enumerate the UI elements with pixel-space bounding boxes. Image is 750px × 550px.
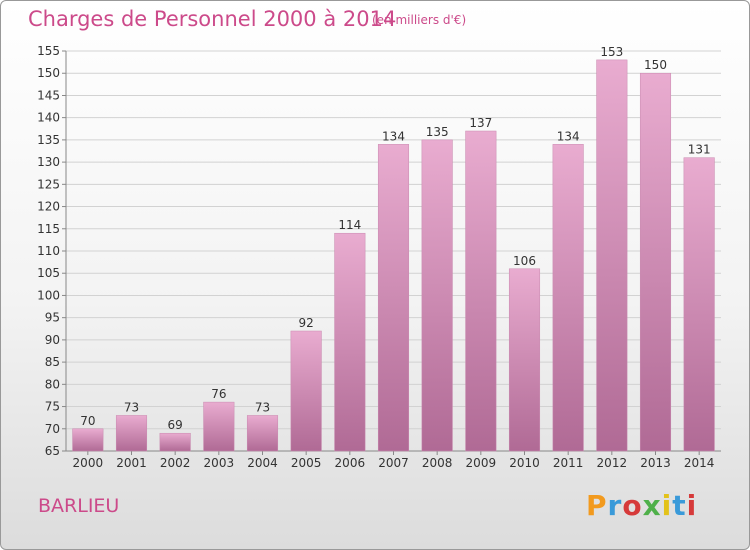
- y-tick-label: 125: [37, 177, 60, 191]
- value-label-2009: 137: [469, 116, 492, 130]
- value-label-2000: 70: [80, 414, 95, 428]
- value-label-2006: 114: [338, 218, 361, 232]
- y-tick-label: 100: [37, 288, 60, 302]
- x-tick-label-2014: 2014: [684, 456, 715, 470]
- value-label-2003: 76: [211, 387, 226, 401]
- x-tick-label-2002: 2002: [160, 456, 191, 470]
- logo-letter: r: [607, 489, 623, 522]
- y-tick-label: 90: [45, 333, 60, 347]
- value-label-2012: 153: [600, 45, 623, 59]
- bar-2011: [552, 144, 584, 452]
- logo-letter: t: [672, 489, 687, 522]
- chart-subtitle: (en milliers d'€): [372, 13, 467, 27]
- y-tick-label: 155: [37, 44, 60, 58]
- labels: 65 70 75 80 85 90 95 100 105 110 115 120 125 130 135 14…: [37, 44, 714, 470]
- x-tick-label-2010: 2010: [509, 456, 540, 470]
- y-tick-label: 140: [37, 111, 60, 125]
- value-label-2005: 92: [299, 316, 314, 330]
- x-tick-label-2001: 2001: [116, 456, 147, 470]
- x-tick-label-2006: 2006: [335, 456, 366, 470]
- logo-letter: i: [661, 489, 673, 522]
- y-tick-label: 95: [45, 311, 60, 325]
- value-label-2007: 134: [382, 129, 405, 143]
- proxiti-logo: Proxiti: [586, 489, 697, 522]
- y-tick-label: 65: [45, 444, 60, 458]
- y-tick-label: 130: [37, 155, 60, 169]
- logo-letter: P: [586, 489, 608, 522]
- bar-2002: [159, 432, 191, 452]
- y-tick-label: 70: [45, 422, 60, 436]
- x-tick-label-2009: 2009: [466, 456, 497, 470]
- bar-2003: [203, 401, 235, 452]
- y-tick-label: 145: [37, 88, 60, 102]
- x-tick-label-2005: 2005: [291, 456, 322, 470]
- x-tick-label-2012: 2012: [597, 456, 628, 470]
- chart-title: Charges de Personnel 2000 à 2014: [28, 7, 397, 31]
- x-tick-label-2004: 2004: [247, 456, 278, 470]
- value-label-2011: 134: [557, 129, 580, 143]
- bar-2008: [421, 139, 453, 452]
- y-tick-label: 80: [45, 377, 60, 391]
- y-tick-label: 120: [37, 200, 60, 214]
- bar-2006: [334, 232, 366, 452]
- bar-2010: [508, 268, 541, 452]
- value-label-2002: 69: [168, 418, 183, 432]
- y-tick-label: 85: [45, 355, 60, 369]
- x-tick-label-2011: 2011: [553, 456, 584, 470]
- logo-letter: i: [686, 489, 698, 522]
- value-label-2001: 73: [124, 400, 139, 414]
- y-tick-label: 135: [37, 133, 60, 147]
- logo-letter: x: [642, 489, 662, 522]
- bar-2001: [115, 415, 148, 452]
- bars: [72, 59, 715, 452]
- bar-2004: [246, 415, 279, 452]
- bar-2014: [683, 157, 715, 452]
- y-tick-label: 110: [37, 244, 60, 258]
- logo-letter: o: [622, 489, 643, 522]
- y-tick-label: 115: [37, 222, 60, 236]
- value-label-2013: 150: [644, 58, 667, 72]
- bar-2000: [72, 428, 104, 452]
- value-label-2004: 73: [255, 400, 270, 414]
- y-tick-label: 75: [45, 400, 60, 414]
- y-tick-label: 105: [37, 266, 60, 280]
- value-label-2010: 106: [513, 254, 536, 268]
- y-tick-label: 150: [37, 66, 60, 80]
- bar-2009: [465, 130, 497, 452]
- bar-2007: [377, 144, 410, 452]
- x-tick-label-2008: 2008: [422, 456, 453, 470]
- bar-2005: [290, 330, 322, 452]
- commune-name: BARLIEU: [38, 495, 120, 517]
- x-tick-label-2013: 2013: [640, 456, 671, 470]
- x-tick-label-2007: 2007: [378, 456, 409, 470]
- x-tick-label-2003: 2003: [204, 456, 235, 470]
- bar-2012: [596, 59, 628, 452]
- value-label-2008: 135: [426, 125, 449, 139]
- bar-2013: [639, 72, 672, 452]
- x-tick-label-2000: 2000: [73, 456, 104, 470]
- value-label-2014: 131: [688, 143, 711, 157]
